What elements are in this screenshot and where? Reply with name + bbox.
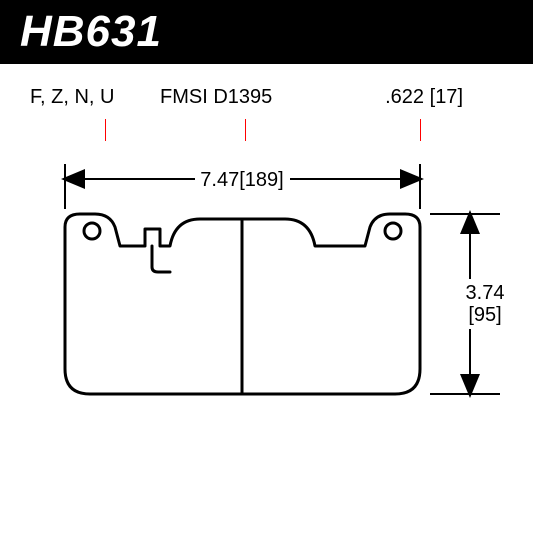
tick-2 — [245, 119, 246, 141]
tick-row — [0, 119, 533, 149]
tick-1 — [105, 119, 106, 141]
height-label-mm: [95] — [468, 304, 501, 326]
fmsi-code: FMSI D1395 — [160, 86, 340, 109]
pad-outline — [65, 214, 420, 394]
brake-pad-svg: 7.47[189] 3.74 [95] — [0, 149, 533, 509]
thickness-in: .622 — [385, 86, 424, 108]
height-label-in: 3.74 — [466, 282, 505, 304]
thickness-mm: 17 — [435, 86, 457, 108]
tick-3 — [420, 119, 421, 141]
thickness: .622 [17] — [340, 86, 503, 109]
diagram: 7.47[189] 3.74 [95] — [0, 149, 533, 509]
spec-row: F, Z, N, U FMSI D1395 .622 [17] — [0, 64, 533, 119]
header-bar: HB631 — [0, 0, 533, 64]
width-label: 7.47[189] — [200, 169, 283, 191]
compounds: F, Z, N, U — [30, 86, 160, 109]
part-number: HB631 — [20, 7, 162, 57]
